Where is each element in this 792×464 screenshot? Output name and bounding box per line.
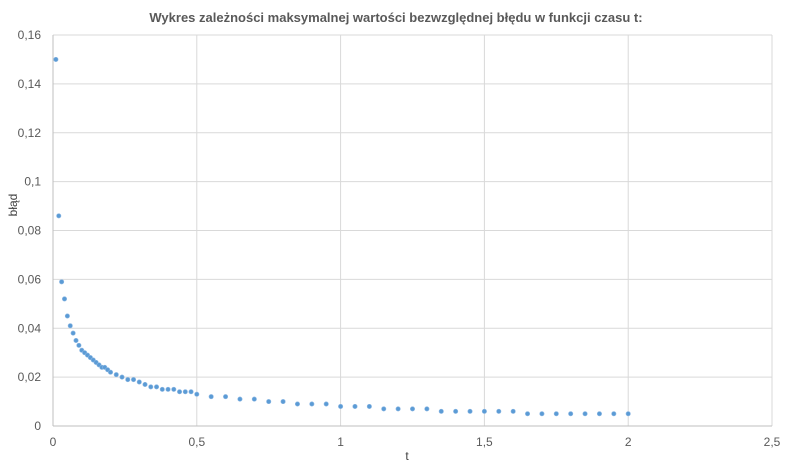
y-tick-label: 0,14 [18,77,42,91]
y-axis-title: błąd [6,194,20,217]
x-tick-label: 0,5 [188,435,205,449]
data-point [510,408,516,414]
data-point [280,399,286,405]
x-tick-label: 2 [625,435,632,449]
gridlines [53,34,773,426]
data-point [395,406,401,412]
data-point [251,396,257,402]
y-tick-label: 0,12 [18,126,42,140]
data-point [125,377,131,383]
data-point [119,374,125,380]
data-point [159,386,165,392]
x-tick-label: 2,5 [764,435,781,449]
data-point [496,408,502,414]
y-tick-label: 0,02 [18,370,42,384]
data-point [154,384,160,390]
data-point [438,408,444,414]
x-axis-title: t [405,449,409,463]
data-point [481,408,487,414]
x-tick-label: 0 [50,435,57,449]
data-point [188,389,194,395]
data-point [182,389,188,395]
y-tick-label: 0,16 [18,28,42,42]
data-point [108,369,114,375]
data-point [131,377,137,383]
data-point [194,391,200,397]
data-point [62,296,68,302]
data-point [142,381,148,387]
data-point [309,401,315,407]
data-point [73,337,79,343]
data-point [165,386,171,392]
data-point [56,213,62,219]
data-point [338,403,344,409]
data-point [409,406,415,412]
x-tick-label: 1 [337,435,344,449]
data-point [266,399,272,405]
y-tick-label: 0 [34,419,41,433]
data-point [352,403,358,409]
data-point [223,394,229,400]
data-point [381,406,387,412]
data-point [424,406,430,412]
data-point [208,394,214,400]
data-point [596,411,602,417]
data-point [177,389,183,395]
y-tick-label: 0,04 [18,321,42,335]
data-point [53,56,59,62]
data-point [553,411,559,417]
data-point [582,411,588,417]
data-point [453,408,459,414]
data-point [113,372,119,378]
data-point [294,401,300,407]
data-point [59,279,65,285]
data-point [171,386,177,392]
y-tick-label: 0,1 [24,175,41,189]
data-point [539,411,545,417]
data-point [70,330,76,336]
data-point [136,379,142,385]
y-tick-label: 0,08 [18,224,42,238]
x-tick-labels: 0 0,5 1 1,5 2 2,5 [50,435,781,449]
data-points [53,56,631,417]
data-point [467,408,473,414]
data-point [67,323,73,329]
y-tick-labels: 0 0,02 0,04 0,06 0,08 0,1 0,12 0,14 0,16 [18,28,42,433]
data-point [568,411,574,417]
data-point [323,401,329,407]
data-point [64,313,70,319]
chart-title: Wykres zależności maksymalnej wartości b… [149,10,643,25]
data-point [237,396,243,402]
data-point [366,403,372,409]
data-point [625,411,631,417]
data-point [611,411,617,417]
axes [52,35,772,427]
data-point [76,342,82,348]
data-point [148,384,154,390]
x-tick-label: 1,5 [476,435,493,449]
data-point [525,411,531,417]
y-tick-label: 0,06 [18,272,42,286]
